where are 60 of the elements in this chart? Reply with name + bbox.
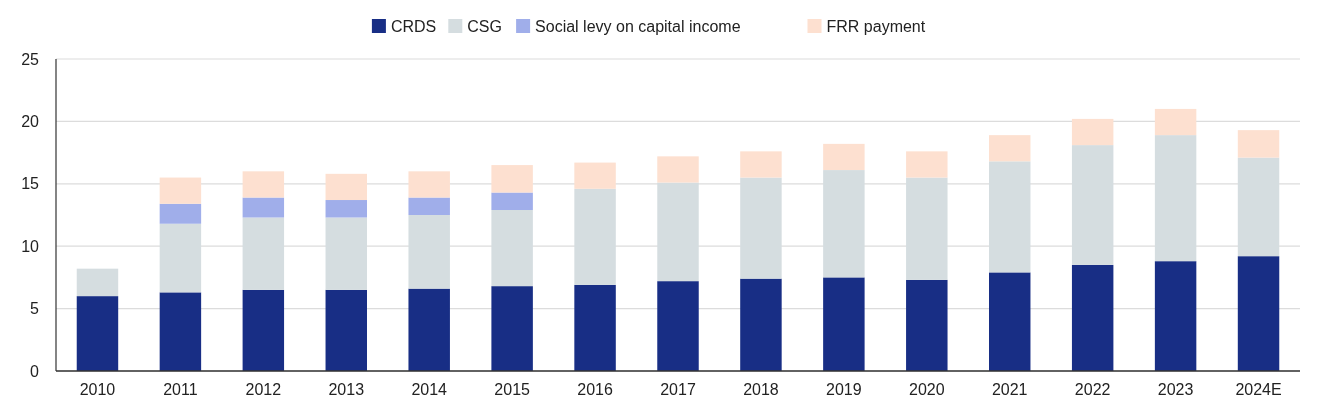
bar <box>408 171 450 198</box>
x-tick-label: 2019 <box>826 381 862 398</box>
bar <box>76 296 119 371</box>
bar <box>491 165 533 193</box>
bar <box>989 135 1031 162</box>
x-tick-label: 2020 <box>909 381 945 398</box>
y-tick-label: 10 <box>21 237 40 255</box>
x-tick-label: 2013 <box>328 381 365 398</box>
x-tick-label: 2024E <box>1235 381 1282 398</box>
x-tick-label: 2010 <box>79 381 116 398</box>
legend-label: CRDS <box>390 17 437 35</box>
bar <box>740 278 782 371</box>
y-tick-label: 20 <box>21 112 40 130</box>
bar <box>989 272 1031 371</box>
bar <box>159 292 202 371</box>
bar <box>325 289 367 371</box>
bar <box>1154 108 1197 136</box>
bar <box>242 197 285 218</box>
bar <box>574 284 616 371</box>
legend-label: CSG <box>467 17 502 35</box>
bar <box>242 289 285 371</box>
x-tick-label: 2012 <box>245 381 282 398</box>
bar <box>159 203 202 224</box>
bar <box>408 288 450 371</box>
bar <box>1154 261 1197 371</box>
bar <box>408 197 450 215</box>
x-tick-label: 2021 <box>991 381 1028 398</box>
bar <box>574 162 616 189</box>
y-tick-label: 0 <box>30 362 40 380</box>
bar <box>491 192 533 211</box>
bar <box>657 156 699 183</box>
bar <box>906 151 948 178</box>
legend-label: Social levy on capital income <box>535 17 741 35</box>
bar <box>1237 256 1280 371</box>
x-tick-label: 2011 <box>163 381 198 398</box>
x-tick-label: 2022 <box>1074 381 1111 398</box>
bar <box>325 200 367 218</box>
bar <box>242 171 285 198</box>
bar <box>1071 264 1114 371</box>
bar <box>657 281 699 371</box>
bar <box>325 173 367 201</box>
bar <box>1071 118 1114 146</box>
bar <box>76 268 119 297</box>
x-tick-label: 2014 <box>411 381 448 398</box>
bar <box>740 151 782 178</box>
x-tick-label: 2023 <box>1157 381 1194 398</box>
x-tick-label: 2015 <box>494 381 531 398</box>
bar <box>159 177 202 204</box>
x-tick-label: 2016 <box>577 381 613 398</box>
y-tick-label: 25 <box>21 50 40 68</box>
legend-label: FRR payment <box>826 17 926 35</box>
bar <box>906 279 948 371</box>
x-tick-label: 2018 <box>743 381 779 398</box>
bar <box>823 277 865 371</box>
bar <box>491 286 533 371</box>
y-tick-label: 15 <box>21 175 40 193</box>
y-tick-label: 5 <box>30 300 40 318</box>
bar <box>823 143 865 171</box>
x-tick-label: 2017 <box>660 381 696 398</box>
bar <box>1237 130 1280 158</box>
